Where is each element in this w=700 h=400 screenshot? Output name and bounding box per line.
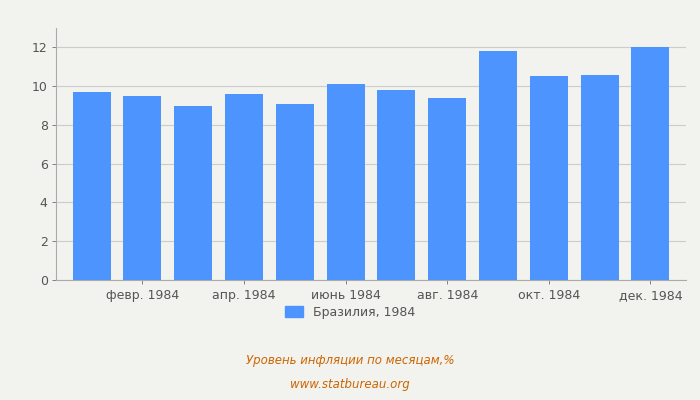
Bar (428, 98, 466, 280)
Bar (530, 76, 568, 280)
Bar (631, 47, 669, 280)
Bar (377, 90, 416, 280)
Bar (326, 84, 365, 280)
Bar (73, 92, 111, 280)
Text: www.statbureau.org: www.statbureau.org (290, 378, 410, 391)
Bar (225, 94, 263, 280)
Bar (479, 51, 517, 280)
Legend: Бразилия, 1984: Бразилия, 1984 (279, 301, 421, 324)
Bar (580, 74, 619, 280)
Text: Уровень инфляции по месяцам,%: Уровень инфляции по месяцам,% (246, 354, 454, 367)
Bar (276, 104, 314, 280)
Bar (123, 96, 162, 280)
Bar (174, 106, 212, 280)
